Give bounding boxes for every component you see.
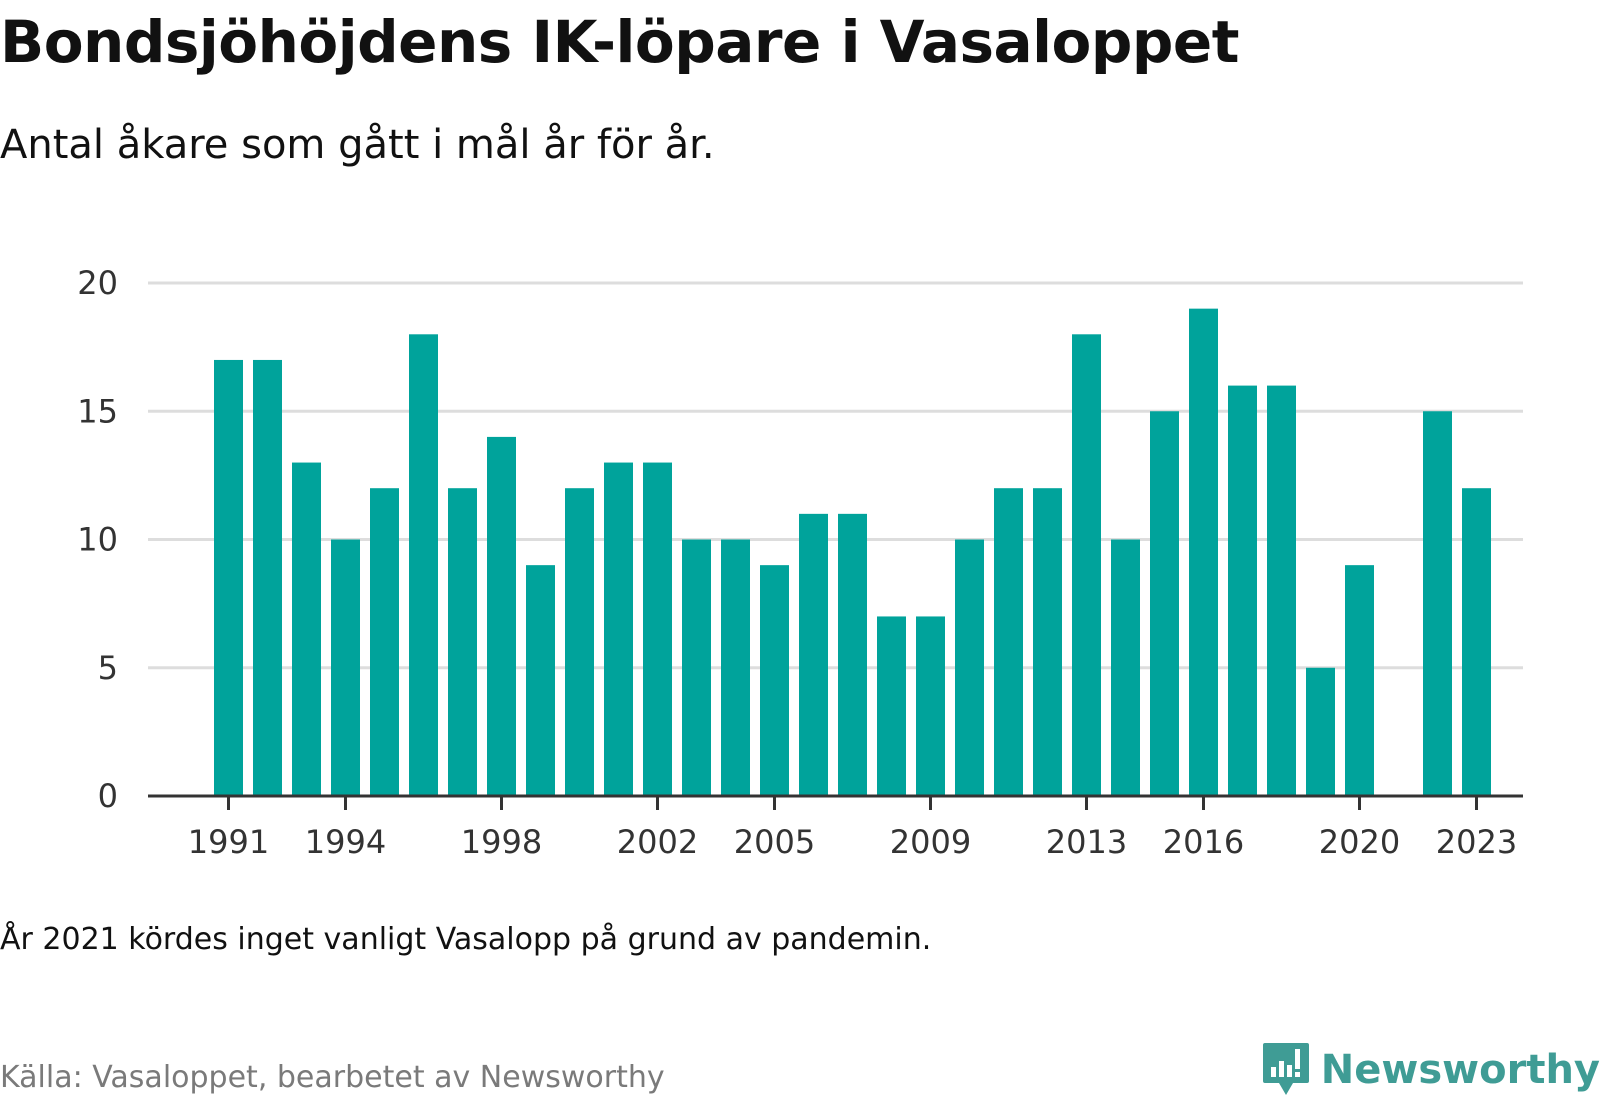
bar-2011 (994, 488, 1023, 796)
y-tick-label-10: 10 (77, 521, 118, 559)
bar-2004 (721, 539, 750, 796)
y-tick-label-20: 20 (77, 264, 118, 302)
bar-2023 (1462, 488, 1491, 796)
bar-2007 (838, 513, 867, 796)
bar-2016 (1189, 308, 1218, 796)
bar-1997 (448, 488, 477, 796)
bar-2020 (1345, 565, 1374, 796)
bar-2010 (955, 539, 984, 796)
bar-1992 (253, 359, 282, 796)
x-tick-label-1991: 1991 (188, 823, 269, 861)
bar-2018 (1267, 385, 1296, 796)
x-tick-label-1994: 1994 (305, 823, 386, 861)
x-axis-ticks (227, 796, 1478, 810)
x-axis-labels: 1991 1994 1998 2002 2005 2009 2013 2016 2020 2023 (188, 823, 1517, 861)
bar-2002 (643, 462, 672, 796)
bar-1996 (409, 334, 438, 796)
x-tick-label-2002: 2002 (617, 823, 698, 861)
bar-chart: 0 5 10 15 20 1991 1994 1998 2002 2005 2009 2013 201… (77, 264, 1523, 861)
x-tick-label-2013: 2013 (1046, 823, 1127, 861)
chart-title: Bondsjöhöjdens IK-löpare i Vasaloppet (0, 8, 1239, 76)
bar-1994 (331, 539, 360, 796)
bar-1995 (370, 488, 399, 796)
bars (214, 308, 1491, 796)
bar-1993 (292, 462, 321, 796)
bar-2014 (1111, 539, 1140, 796)
bar-2000 (565, 488, 594, 796)
source-credit: Källa: Vasaloppet, bearbetet av Newswort… (0, 1060, 665, 1095)
x-tick-label-2016: 2016 (1163, 823, 1244, 861)
y-tick-label-5: 5 (98, 649, 118, 687)
bar-2015 (1150, 411, 1179, 796)
bar-2001 (604, 462, 633, 796)
bar-1991 (214, 359, 243, 796)
chart-subtitle: Antal åkare som gått i mål år för år. (0, 122, 715, 168)
y-tick-label-15: 15 (77, 392, 118, 430)
y-tick-label-0: 0 (98, 777, 118, 815)
brand-logo: Newsworthy (1261, 1040, 1600, 1100)
x-tick-label-2005: 2005 (734, 823, 815, 861)
y-axis-labels: 0 5 10 15 20 (77, 264, 118, 815)
x-tick-label-2009: 2009 (890, 823, 971, 861)
bar-2017 (1228, 385, 1257, 796)
bar-2006 (799, 513, 828, 796)
bar-2012 (1033, 488, 1062, 796)
bar-2009 (916, 616, 945, 796)
bar-2003 (682, 539, 711, 796)
x-tick-label-2023: 2023 (1436, 823, 1517, 861)
footnote: År 2021 kördes inget vanligt Vasalopp på… (0, 922, 932, 957)
x-tick-label-1998: 1998 (461, 823, 542, 861)
bar-2013 (1072, 334, 1101, 796)
brand-name: Newsworthy (1320, 1047, 1600, 1093)
x-tick-label-2020: 2020 (1319, 823, 1400, 861)
bar-2019 (1306, 667, 1335, 796)
bar-2005 (760, 565, 789, 796)
bar-2008 (877, 616, 906, 796)
bar-2022 (1423, 411, 1452, 796)
bar-1998 (487, 436, 516, 796)
bar-1999 (526, 565, 555, 796)
newsworthy-logo-icon (1262, 1043, 1309, 1095)
